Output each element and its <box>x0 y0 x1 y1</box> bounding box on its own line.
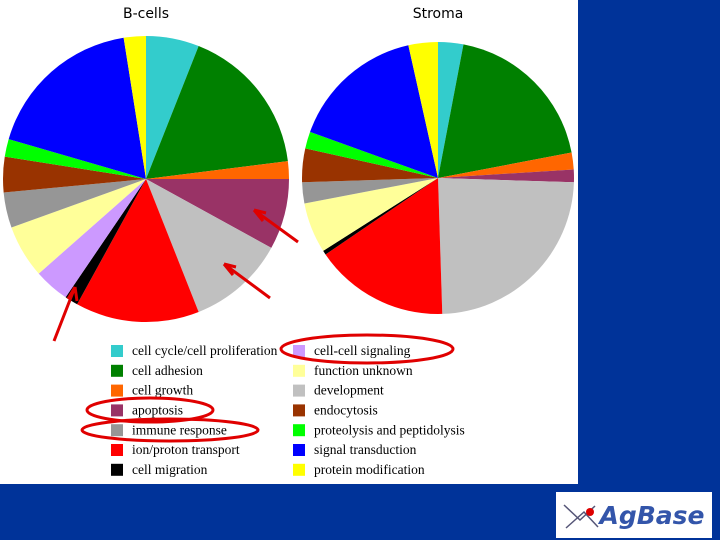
pie-title: Stroma <box>413 6 464 22</box>
pie-slice <box>146 179 289 248</box>
legend-swatch <box>293 364 305 377</box>
pie-slice <box>305 131 438 178</box>
legend-swatch <box>293 463 305 476</box>
pie-slice <box>4 139 146 179</box>
pie-slice <box>438 169 574 183</box>
legend-label: cell adhesion <box>132 363 203 378</box>
legend-label: development <box>314 383 384 398</box>
legend-swatch <box>111 384 123 397</box>
legend-swatch <box>111 424 123 437</box>
pie-slice <box>302 178 438 204</box>
legend-swatch <box>111 345 123 357</box>
logo-icon <box>563 504 599 529</box>
legend-swatch <box>293 345 305 357</box>
legend-swatch <box>111 463 123 476</box>
pie-slice <box>38 179 146 298</box>
pie-slice <box>3 156 147 193</box>
legend-swatch <box>293 444 305 456</box>
pie-slice <box>146 179 272 312</box>
pie-slice <box>310 45 438 178</box>
legend-label: cell-cell signaling <box>314 343 411 358</box>
pie-slice <box>438 42 464 178</box>
legend-label: cell growth <box>132 383 193 398</box>
legend-label: cell migration <box>132 462 208 477</box>
logo-text: AgBase <box>597 501 704 530</box>
pie-slice <box>325 178 443 315</box>
legend-swatch <box>293 424 305 437</box>
legend-swatch <box>293 384 305 397</box>
legend-swatch <box>111 444 123 456</box>
pie-slice <box>323 178 438 255</box>
legend-label: immune response <box>132 422 227 437</box>
logo-box <box>556 492 712 538</box>
pie-slice <box>8 37 146 180</box>
pie-slice <box>302 148 438 183</box>
legend-label: protein modification <box>314 462 425 477</box>
legend-label: function unknown <box>314 363 413 378</box>
annotations <box>52 208 455 443</box>
legend-label: proteolysis and peptidolysis <box>314 422 465 437</box>
pie-slice <box>65 179 146 305</box>
pie-slice <box>304 178 438 251</box>
pie-slice <box>438 152 574 178</box>
legend-label: apoptosis <box>132 402 183 417</box>
pie-slice <box>146 161 289 179</box>
legend-swatch <box>111 404 123 417</box>
legend-label: cell cycle/cell proliferation <box>132 343 278 358</box>
pie-slice <box>77 179 199 323</box>
pie-slice <box>11 179 146 274</box>
pie-slice <box>438 178 574 314</box>
legend-label: ion/proton transport <box>132 442 240 457</box>
legend-label: signal transduction <box>314 442 417 457</box>
pie-slice <box>3 179 146 228</box>
pie-slice <box>146 46 288 179</box>
legend-swatch <box>293 404 305 417</box>
pie-title: B-cells <box>123 6 169 22</box>
legend-swatch <box>111 364 123 377</box>
pie-slice <box>438 44 572 178</box>
pie-slice <box>408 42 438 178</box>
pie-slice <box>146 36 199 179</box>
pie-slice <box>123 36 146 179</box>
legend-label: endocytosis <box>314 402 378 417</box>
